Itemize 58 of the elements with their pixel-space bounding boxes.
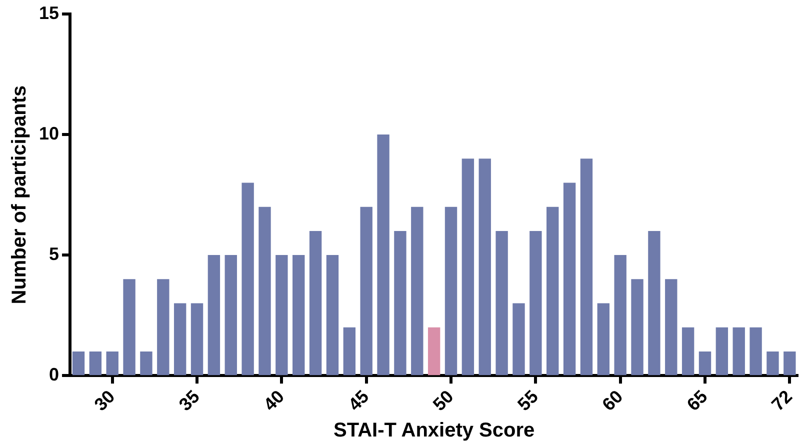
bar <box>530 230 542 376</box>
bar <box>496 230 508 376</box>
y-tick-label: 0 <box>49 364 60 385</box>
bar <box>462 158 474 376</box>
bar <box>428 327 440 376</box>
bar <box>360 206 372 376</box>
bar <box>242 182 254 376</box>
bar <box>580 158 593 376</box>
bar <box>478 158 491 376</box>
x-tick-label: 30 <box>90 386 119 415</box>
bar <box>784 351 796 376</box>
bar <box>750 327 762 376</box>
x-tick-label: 55 <box>514 386 542 415</box>
bar <box>309 230 322 376</box>
x-tick-label: 60 <box>598 386 627 415</box>
y-tick-label: 5 <box>49 244 60 264</box>
bar <box>258 206 271 376</box>
bar <box>716 327 728 376</box>
bar <box>106 351 118 376</box>
bar <box>648 230 660 376</box>
x-tick-label: 72 <box>768 386 796 415</box>
x-tick-label: 50 <box>429 386 458 415</box>
bar <box>72 351 85 376</box>
x-tick-label: 65 <box>683 386 712 415</box>
x-tick-label: 45 <box>344 386 373 415</box>
bar <box>682 327 694 376</box>
bar <box>614 255 626 376</box>
bar <box>343 327 356 376</box>
bar <box>377 134 390 376</box>
bar <box>665 279 678 376</box>
bar <box>208 255 220 376</box>
bar <box>276 255 288 376</box>
bar <box>157 279 170 376</box>
bar <box>444 206 458 376</box>
y-tick-label: 10 <box>38 123 60 144</box>
bar <box>190 303 204 376</box>
x-axis-title: STAI-T Anxiety Score <box>333 420 535 442</box>
x-tick-label: 35 <box>175 386 204 415</box>
bar <box>89 351 102 376</box>
bar <box>394 230 406 376</box>
bar <box>174 303 186 376</box>
bar <box>326 255 339 376</box>
bar <box>411 206 424 376</box>
bar <box>732 327 745 376</box>
bar <box>123 279 136 376</box>
bar <box>597 303 610 376</box>
bar <box>292 255 305 376</box>
bar <box>546 206 559 376</box>
y-tick-label: 15 <box>38 2 60 23</box>
bar <box>512 303 525 376</box>
bar <box>766 351 779 376</box>
bar <box>140 351 152 376</box>
y-axis-title: Number of participants <box>8 85 31 304</box>
x-tick-label: 40 <box>260 386 288 415</box>
bar <box>698 351 712 376</box>
bar <box>631 279 644 376</box>
bar <box>224 255 237 376</box>
bar <box>563 182 576 376</box>
